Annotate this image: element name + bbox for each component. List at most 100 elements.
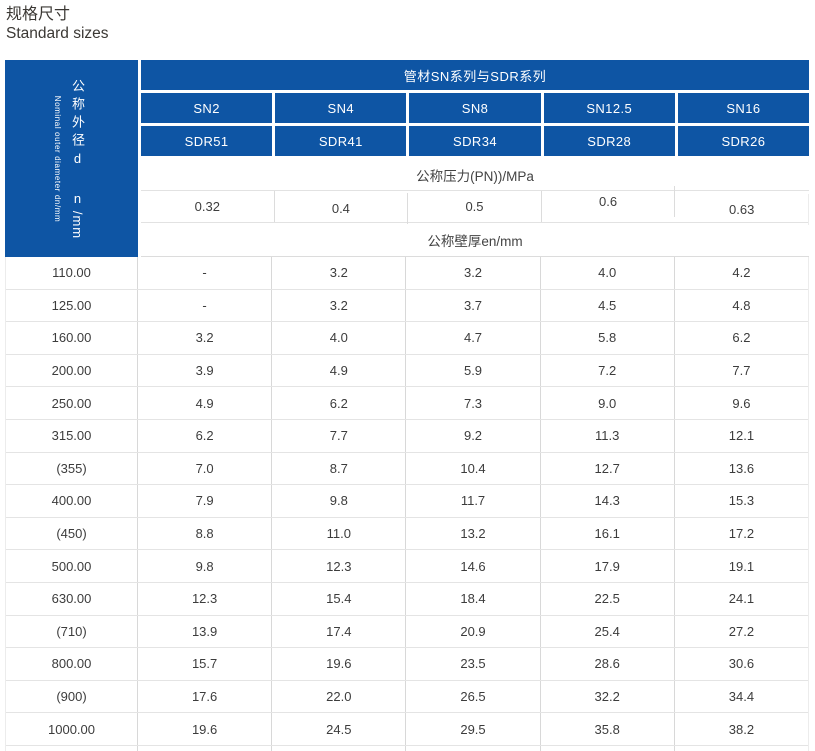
table-row: 315.00 6.2 7.7 9.2 11.3 12.1 <box>6 419 808 453</box>
dn-cell: 250.00 <box>6 387 138 419</box>
value-cell: 9.2 <box>406 419 541 452</box>
value-cell <box>272 745 407 751</box>
table-row: 800.00 15.7 19.6 23.5 28.6 30.6 <box>6 648 808 681</box>
value-cell: 25.4 <box>541 615 675 648</box>
value-cell: 24.1 <box>728 591 755 607</box>
value-cell: 22.0 <box>272 680 407 713</box>
value-cell: 5.9 <box>406 354 541 387</box>
dn-cell: (355) <box>6 452 138 485</box>
value-cell: 7.0 <box>138 452 273 485</box>
dn-cell: 160.00 <box>6 322 138 354</box>
value-cell: 3.2 <box>406 257 541 289</box>
value-cell: 20.9 <box>406 615 541 648</box>
value-cell: 30.6 <box>728 656 755 672</box>
value-cell: 22.5 <box>541 582 675 615</box>
value-cell: 29.5 <box>406 713 541 745</box>
value-cell: 15.7 <box>138 648 273 680</box>
value-cell: 12.3 <box>272 550 407 582</box>
sn-header-row: SN2 SN4 SN8 SN12.5 SN16 <box>141 93 810 123</box>
nominal-diameter-label-en: Nominal outer diameter dn/mm <box>53 95 62 222</box>
dn-cell: (900) <box>6 680 138 713</box>
value-cell: 13.6 <box>728 460 755 476</box>
value-cell: 11.3 <box>541 419 675 452</box>
value-cell: 16.1 <box>541 517 675 550</box>
value-cell: 3.7 <box>406 289 541 322</box>
table-row: 500.00 9.8 12.3 14.6 17.9 19.1 <box>6 550 808 583</box>
value-cell: 7.3 <box>406 387 541 419</box>
sn-header: SN8 <box>409 93 541 123</box>
page-title: 规格尺寸 Standard sizes <box>6 6 109 42</box>
value-cell: 7.7 <box>272 419 407 452</box>
value-cell: 7.2 <box>541 354 675 387</box>
nominal-pressure-header: 公称压力(PN))/MPa <box>141 159 809 191</box>
table-header: Nominal outer diameter dn/mm 公称外径d n/mm … <box>5 60 810 257</box>
value-cell <box>675 746 808 751</box>
value-cell: 13.9 <box>138 615 273 648</box>
value-cell: 3.2 <box>138 322 273 354</box>
value-cell: 4.0 <box>272 322 407 354</box>
value-cell: 8.7 <box>272 452 407 485</box>
dn-cell: (710) <box>6 615 138 648</box>
value-cell: 17.2 <box>728 526 755 542</box>
value-cell: 19.6 <box>272 648 407 680</box>
pressure-value: 0.4 <box>275 193 409 224</box>
table-header-right: 管材SN系列与SDR系列 SN2 SN4 SN8 SN12.5 SN16 SDR… <box>141 60 810 257</box>
table-row: 400.00 7.9 9.8 11.7 14.3 15.3 <box>6 485 808 518</box>
value-cell: 3.2 <box>272 257 407 289</box>
dn-cell: 200.00 <box>6 354 138 387</box>
value-cell: 15.4 <box>272 582 407 615</box>
sdr-header: SDR34 <box>409 126 541 156</box>
sdr-header: SDR26 <box>677 126 810 156</box>
sdr-header: SDR51 <box>141 126 273 156</box>
value-cell: 17.9 <box>541 550 675 582</box>
sn-header: SN16 <box>677 93 810 123</box>
value-cell: 8.8 <box>138 517 273 550</box>
dn-cell: 110.00 <box>6 257 138 289</box>
value-cell: 10.4 <box>406 452 541 485</box>
value-cell: 4.8 <box>732 297 751 313</box>
value-cell: 9.6 <box>732 395 751 411</box>
table-row: 200.00 3.9 4.9 5.9 7.2 7.7 <box>6 354 808 388</box>
value-cell: 4.0 <box>541 257 675 289</box>
table-body: 110.00 - 3.2 3.2 4.0 4.2 125.00 - 3.2 3.… <box>5 257 809 751</box>
value-cell: 19.1 <box>728 558 755 574</box>
nominal-diameter-label-zh: 公称外径d n/mm <box>70 78 85 239</box>
table-row: (900) 17.6 22.0 26.5 32.2 34.4 <box>6 680 808 714</box>
dn-cell: 630.00 <box>6 582 138 615</box>
sdr-header-row: SDR51 SDR41 SDR34 SDR28 SDR26 <box>141 126 810 156</box>
wall-thickness-header: 公称壁厚en/mm <box>141 222 809 257</box>
value-cell: 9.0 <box>541 387 675 419</box>
table-row <box>6 745 808 751</box>
table-row: 110.00 - 3.2 3.2 4.0 4.2 <box>6 257 808 290</box>
value-cell: 12.1 <box>728 428 755 444</box>
value-cell: 4.9 <box>138 387 273 419</box>
table-row: 160.00 3.2 4.0 4.7 5.8 6.2 <box>6 322 808 355</box>
value-cell: 4.9 <box>272 354 407 387</box>
value-cell: 19.6 <box>138 713 273 745</box>
sdr-header: SDR41 <box>275 126 407 156</box>
value-cell: 26.5 <box>406 680 541 713</box>
value-cell: 24.5 <box>272 713 407 745</box>
value-cell: 7.7 <box>732 363 751 379</box>
page-title-en: Standard sizes <box>6 25 109 42</box>
value-cell: 32.2 <box>541 680 675 713</box>
value-cell <box>138 745 273 751</box>
value-cell: 4.7 <box>406 322 541 354</box>
value-cell: 6.2 <box>138 419 273 452</box>
sn-header: SN2 <box>141 93 273 123</box>
series-group-header: 管材SN系列与SDR系列 <box>141 60 809 90</box>
sn-header: SN12.5 <box>543 93 675 123</box>
dn-cell: 800.00 <box>6 648 138 680</box>
value-cell: 5.8 <box>541 322 675 354</box>
value-cell: 15.3 <box>728 493 755 509</box>
value-cell: 17.6 <box>138 680 273 713</box>
sn-header: SN4 <box>275 93 407 123</box>
value-cell: 27.2 <box>728 623 755 639</box>
nominal-diameter-header-cell: Nominal outer diameter dn/mm 公称外径d n/mm <box>5 60 138 257</box>
value-cell: 38.2 <box>728 721 755 737</box>
value-cell: 6.2 <box>732 330 751 346</box>
dn-cell: 315.00 <box>6 419 138 452</box>
pressure-value: 0.6 <box>542 186 676 217</box>
value-cell: 11.7 <box>406 485 541 517</box>
value-cell: 18.4 <box>406 582 541 615</box>
